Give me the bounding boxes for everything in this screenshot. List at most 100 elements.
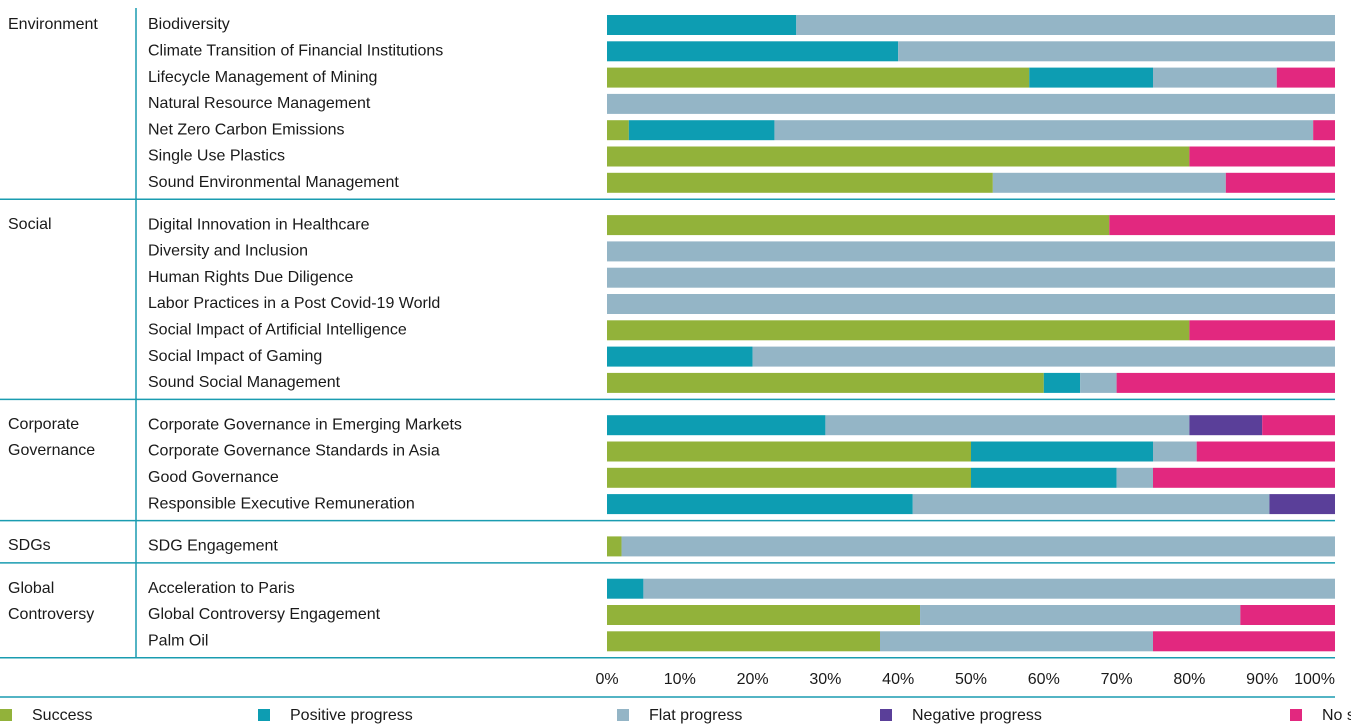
x-tick-label: 20% [737, 671, 769, 688]
category-label: Single Use Plastics [148, 148, 285, 165]
group-label: Social [8, 216, 52, 234]
category-label: Human Rights Due Diligence [148, 269, 354, 286]
bar-segment [1269, 494, 1335, 515]
category-label: Climate Transition of Financial Institut… [148, 43, 443, 60]
bar-segment [1043, 372, 1081, 393]
bar-segment [607, 215, 1110, 236]
bar-segment [607, 631, 880, 652]
category-label: SDG Engagement [148, 538, 278, 555]
category-label: Responsible Executive Remuneration [148, 495, 415, 512]
bar-segment [607, 578, 644, 599]
x-tick-label: 80% [1173, 671, 1205, 688]
category-label: Natural Resource Management [148, 95, 371, 112]
bar-segment [880, 631, 1153, 652]
group-label: Global Controversy [8, 579, 95, 623]
legend-swatch [1290, 709, 1302, 721]
bar-segment [1153, 467, 1335, 488]
bar-segment [1080, 372, 1117, 393]
bar-segment [607, 372, 1044, 393]
bar-segment [752, 346, 1335, 367]
bar-segment [912, 494, 1270, 515]
category-label: Sound Social Management [148, 374, 341, 391]
legend-label: Success [32, 707, 92, 724]
category-label: Palm Oil [148, 633, 208, 650]
bar-segment [1196, 441, 1335, 462]
bar-segment [607, 536, 622, 557]
bar-segment [796, 15, 1335, 35]
category-label: Acceleration to Paris [148, 580, 295, 597]
category-label: Digital Innovation in Healthcare [148, 216, 370, 233]
x-tick-label: 70% [1101, 671, 1133, 688]
bar-segment [607, 494, 913, 515]
bar-segment [1276, 67, 1335, 88]
x-tick-label: 60% [1028, 671, 1060, 688]
category-label: Diversity and Inclusion [148, 243, 308, 260]
bar-segment [607, 41, 899, 62]
bar-segment [774, 120, 1314, 141]
group-label-box: Environment [8, 16, 98, 33]
group-label-box: Global Controversy [8, 579, 95, 623]
legend-label: Positive progress [290, 707, 413, 724]
bar-segment [607, 467, 971, 488]
bar-segment [607, 120, 629, 141]
legend-label: No success [1322, 707, 1351, 724]
bar-segment [1153, 441, 1197, 462]
group-label-box: SDGs [8, 537, 51, 555]
bar-segment [607, 146, 1190, 167]
bar-segment [607, 15, 797, 35]
bar-segment [1313, 120, 1335, 141]
bar-segment [607, 241, 1335, 262]
category-label: Lifecycle Management of Mining [148, 69, 377, 86]
x-tick-label: 90% [1246, 671, 1278, 688]
bar-segment [1029, 67, 1153, 88]
bar-segment [992, 172, 1226, 193]
category-label: Labor Practices in a Post Covid-19 World [148, 295, 440, 312]
bar-segment [628, 120, 775, 141]
bar-segment [1189, 146, 1335, 167]
category-label: Biodiversity [148, 16, 230, 33]
bar-segment [1240, 605, 1335, 625]
category-label: Sound Environmental Management [148, 174, 399, 191]
bar-segment [607, 605, 921, 625]
category-label: Corporate Governance Standards in Asia [148, 443, 440, 460]
bar-segment [1262, 415, 1335, 436]
legend-swatch [0, 709, 12, 721]
bar-segment [825, 415, 1190, 436]
x-tick-label: 30% [809, 671, 841, 688]
bar-segment [607, 267, 1335, 288]
legend-swatch [258, 709, 270, 721]
group-label: Environment [8, 16, 98, 33]
bar-segment [1153, 67, 1277, 88]
x-tick-label: 100% [1294, 671, 1335, 688]
legend-label: Negative progress [912, 707, 1042, 724]
x-tick-label: 10% [664, 671, 696, 688]
legend-swatch [880, 709, 892, 721]
bar-segment [607, 320, 1190, 341]
bar-segment [1116, 467, 1153, 488]
legend-swatch [617, 709, 629, 721]
bar-segment [1109, 215, 1335, 236]
bar-segment [898, 41, 1335, 62]
bar-segment [607, 415, 826, 436]
group-label-box: Corporate Governance [8, 416, 96, 460]
category-label: Global Controversy Engagement [148, 606, 381, 623]
bar-segment [607, 294, 1335, 314]
bar-segment [1225, 172, 1335, 193]
group-label: SDGs [8, 537, 51, 555]
bar-segment [607, 93, 1335, 114]
category-label: Net Zero Carbon Emissions [148, 121, 345, 138]
x-tick-label: 40% [882, 671, 914, 688]
group-label-box: Social [8, 216, 52, 234]
bar-segment [1153, 631, 1335, 652]
x-tick-label: 0% [595, 671, 618, 688]
bar-segment [621, 536, 1335, 557]
group-label: Corporate Governance [8, 416, 96, 460]
bar-segment [607, 67, 1030, 88]
category-label: Good Governance [148, 469, 279, 486]
bar-segment [920, 605, 1241, 625]
bar-segment [1189, 320, 1335, 341]
category-label: Corporate Governance in Emerging Markets [148, 416, 462, 433]
bar-segment [1189, 415, 1263, 436]
